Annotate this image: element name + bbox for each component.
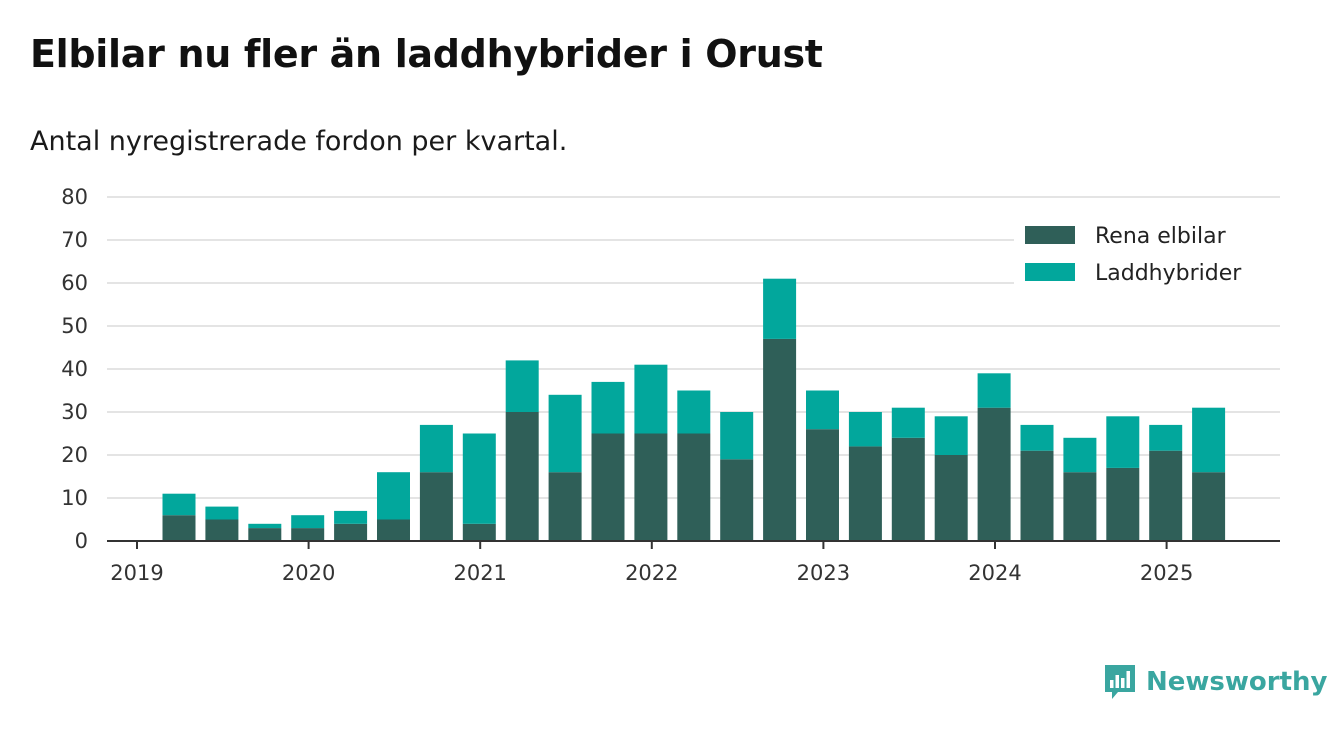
bar-rena-elbilar <box>462 523 496 541</box>
bar-laddhybrider <box>848 412 882 447</box>
bar-laddhybrider <box>763 278 797 339</box>
y-tick-label: 70 <box>61 228 88 252</box>
bar-laddhybrider <box>377 472 410 520</box>
legend-label: Laddhybrider <box>1095 261 1242 286</box>
bar-laddhybrider <box>806 390 839 430</box>
bar-rena-elbilar <box>977 407 1011 541</box>
x-tick-label: 2019 <box>110 561 163 585</box>
brand-logo: Newsworthy <box>1102 662 1327 702</box>
y-tick-label: 60 <box>61 271 88 295</box>
bar-rena-elbilar <box>634 433 668 541</box>
bar-laddhybrider <box>891 407 925 438</box>
newsworthy-logo-icon <box>1105 665 1135 699</box>
x-tick-label: 2025 <box>1140 561 1193 585</box>
bars <box>162 278 1226 541</box>
y-tick-label: 50 <box>61 314 88 338</box>
x-tick-label: 2020 <box>282 561 335 585</box>
bar-rena-elbilar <box>1020 450 1054 541</box>
bar-rena-elbilar <box>162 515 196 541</box>
chart-title: Elbilar nu fler än laddhybrider i Orust <box>30 32 823 76</box>
legend-swatch <box>1025 263 1075 281</box>
bar-laddhybrider <box>634 364 668 434</box>
y-tick-label: 30 <box>61 400 88 424</box>
x-tick-label: 2024 <box>968 561 1021 585</box>
legend: Rena elbilar Laddhybrider <box>1014 218 1280 292</box>
x-tick-label: 2021 <box>453 561 506 585</box>
y-tick-label: 10 <box>61 486 88 510</box>
bar-laddhybrider <box>934 416 968 455</box>
bar-laddhybrider <box>1106 416 1140 468</box>
bar-laddhybrider <box>1063 437 1097 473</box>
y-tick-label: 20 <box>61 443 88 467</box>
bar-laddhybrider <box>720 412 754 460</box>
bar-rena-elbilar <box>291 528 325 541</box>
bar-rena-elbilar <box>1063 472 1097 541</box>
bar-laddhybrider <box>505 360 539 412</box>
bar-laddhybrider <box>977 373 1011 408</box>
bar-rena-elbilar <box>548 472 582 541</box>
bar-laddhybrider <box>1192 407 1226 473</box>
bar-laddhybrider <box>334 510 368 524</box>
y-tick-label: 0 <box>75 529 88 553</box>
bar-rena-elbilar <box>505 412 539 541</box>
bar-laddhybrider <box>291 515 325 529</box>
bar-rena-elbilar <box>806 429 839 541</box>
bar-laddhybrider <box>591 381 625 434</box>
bar-rena-elbilar <box>334 523 368 541</box>
bar-laddhybrider <box>1020 424 1054 451</box>
bar-laddhybrider <box>1149 424 1183 451</box>
x-tick-label: 2022 <box>625 561 678 585</box>
bar-rena-elbilar <box>248 528 282 541</box>
y-tick-label: 80 <box>61 185 88 209</box>
bar-rena-elbilar <box>377 519 410 541</box>
bar-laddhybrider <box>548 394 582 473</box>
bar-rena-elbilar <box>1106 467 1140 541</box>
brand-name: Newsworthy <box>1146 667 1328 697</box>
bar-rena-elbilar <box>419 472 453 541</box>
bar-rena-elbilar <box>763 338 797 541</box>
bar-rena-elbilar <box>1149 450 1183 541</box>
x-tick-label: 2023 <box>797 561 850 585</box>
bar-rena-elbilar <box>848 446 882 541</box>
bar-laddhybrider <box>677 390 711 434</box>
bar-rena-elbilar <box>720 459 754 541</box>
bar-rena-elbilar <box>891 437 925 541</box>
bar-laddhybrider <box>462 433 496 524</box>
bar-rena-elbilar <box>1192 472 1226 541</box>
chart-subtitle: Antal nyregistrerade fordon per kvartal. <box>30 126 568 157</box>
bar-rena-elbilar <box>934 455 968 541</box>
y-tick-label: 40 <box>61 357 88 381</box>
bar-rena-elbilar <box>205 519 239 541</box>
bar-laddhybrider <box>162 493 196 516</box>
bar-laddhybrider <box>248 523 282 529</box>
bar-laddhybrider <box>419 424 453 473</box>
bar-laddhybrider <box>205 506 239 520</box>
legend-label: Rena elbilar <box>1095 224 1227 249</box>
legend-swatch <box>1025 226 1075 244</box>
bar-rena-elbilar <box>591 433 625 541</box>
bar-rena-elbilar <box>677 433 711 541</box>
axes: 0 10 20 30 40 50 60 70 80 2019 2020 2021 2022 2023 202… <box>61 185 1280 585</box>
